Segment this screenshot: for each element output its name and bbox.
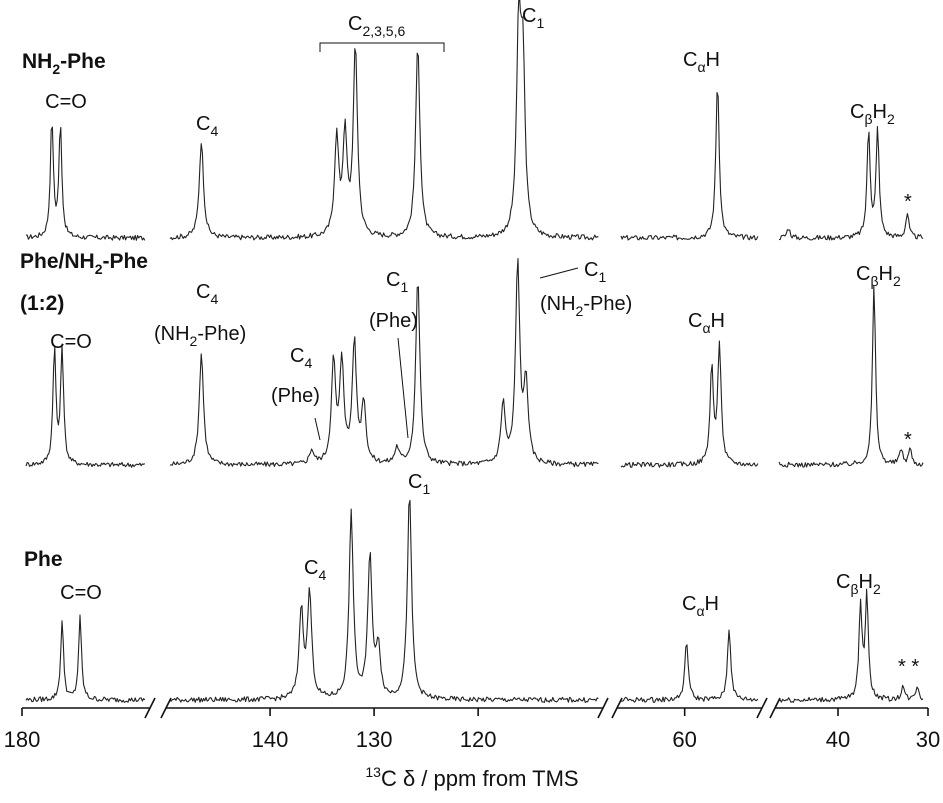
label-cah-nh2phe: CαH [683,49,720,75]
spectrum-trace-series-3-segment-2 [169,499,599,703]
series-name-mix-line1: Phe/NH2-Phe [20,250,148,277]
spectrum-trace-series-1-segment-2 [169,0,599,241]
series-name-phe: Phe [24,548,63,571]
label-c4nh-paren-mix: (NH2-Phe) [154,323,246,349]
phe-annotations: Phe C=O C4 C1 CαH CβH2 * * [24,471,919,678]
label-co-phe: C=O [60,582,102,604]
label-c4-phe: C4 [304,557,326,583]
label-co-nh2phe: C=O [45,91,87,113]
x-tick-label: 40 [826,727,850,752]
spectrum-trace-series-3-segment-1 [25,614,146,703]
spectrum-trace-series-3-segment-3 [621,629,759,703]
label-cah-phe: CαH [682,593,719,619]
label-c4nh-mix: C4 [196,281,218,307]
x-tick-label: 180 [4,727,41,752]
label-c4phe-paren-mix: (Phe) [271,385,320,407]
nh2phe-annotations: NH2-Phe C=O C4 C2,3,5,6 C1 CαH CβH2 * [22,5,912,213]
label-c1-phe: C1 [408,471,430,497]
label-c1phe-mix: C1 [386,269,408,295]
star-nh2phe: * [904,191,912,213]
spectrum-trace-series-2-segment-3 [620,340,759,468]
pointer-c1phe [397,337,409,439]
x-axis: 180 140 130 120 60 40 30 13C δ / ppm from TMS [4,697,940,791]
spectrum-trace-series-2-segment-2 [170,258,599,468]
label-c2356-nh2phe: C2,3,5,6 [348,13,405,39]
pointer-c1nh [539,267,579,279]
spectrum-trace-series-1-segment-1 [25,126,146,241]
x-ticks: 180 140 130 120 60 40 30 [4,708,940,752]
x-tick-label: 140 [252,727,289,752]
bracket-c2356 [319,42,445,52]
label-c4-nh2phe: C4 [196,113,218,139]
x-tick-label: 30 [916,727,940,752]
label-cbh2-mix: CβH2 [856,263,901,289]
label-c1nh-paren-mix: (NH2-Phe) [540,293,632,319]
x-tick-label: 130 [356,727,393,752]
spectrum-trace-series-1-segment-4 [778,126,924,241]
x-tick-label: 120 [460,727,497,752]
label-c1-nh2phe: C1 [522,5,544,31]
star-mix: * [904,429,912,451]
spectrum-trace-series-2-segment-4 [778,285,924,468]
pointer-c4phe [314,417,321,441]
spectrum-trace-series-1-segment-3 [620,91,759,241]
spectrum-trace-series-3-segment-4 [778,588,924,703]
stars-phe: * * [898,656,919,678]
x-tick-label: 60 [672,727,696,752]
mix-annotations: Phe/NH2-Phe (1:2) C=O C4 (NH2-Phe) C4 (P… [20,250,912,451]
spectra-traces [25,0,924,703]
label-cah-mix: CαH [688,310,725,336]
label-cbh2-nh2phe: CβH2 [850,101,895,127]
spectrum-trace-series-2-segment-1 [25,343,146,468]
series-name-nh2phe: NH2-Phe [22,50,106,77]
label-c4phe-mix: C4 [290,345,312,371]
label-cbh2-phe: CβH2 [836,571,881,597]
label-c1phe-paren-mix: (Phe) [369,310,418,332]
x-axis-title: 13C δ / ppm from TMS [365,764,578,791]
label-co-mix: C=O [50,331,92,353]
label-c1nh-mix: C1 [584,259,606,285]
axis-break-marks [144,697,781,719]
series-name-mix-line2: (1:2) [20,292,64,315]
